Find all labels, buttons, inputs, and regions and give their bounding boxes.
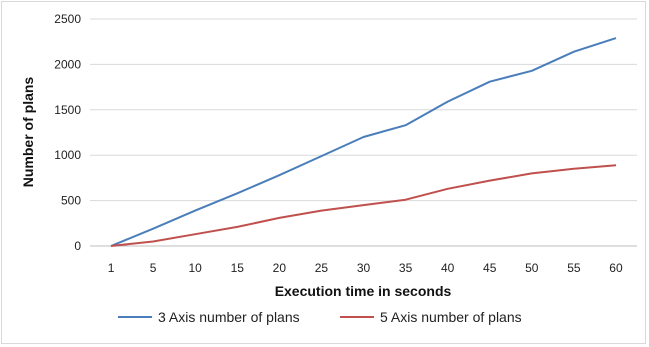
y-tick-labels: 0 500 1000 1500 2000 2500: [54, 12, 81, 253]
y-axis-title: Number of plans: [20, 77, 36, 188]
x-tick-label: 25: [315, 261, 329, 275]
y-tick-label: 2000: [54, 57, 81, 71]
y-tick-label: 0: [74, 239, 81, 253]
y-tick-label: 1500: [54, 103, 81, 117]
legend: 3 Axis number of plans 5 Axis number of p…: [118, 309, 522, 325]
gridlines: [90, 18, 637, 202]
series-line: [110, 37, 617, 247]
x-tick-label: 20: [273, 261, 287, 275]
x-tick-label: 40: [441, 261, 455, 275]
x-tick-label: 35: [399, 261, 413, 275]
legend-label: 5 Axis number of plans: [380, 309, 522, 325]
x-tick-label: 60: [609, 261, 623, 275]
y-tick-label: 500: [61, 194, 81, 208]
y-tick-label: 2500: [54, 12, 81, 26]
x-tick-label: 55: [567, 261, 581, 275]
series-line: [110, 164, 617, 247]
x-tick-label: 10: [189, 261, 203, 275]
x-tick-label: 30: [357, 261, 371, 275]
legend-label: 3 Axis number of plans: [158, 309, 300, 325]
x-tick-label: 1: [108, 261, 115, 275]
x-axis-title: Execution time in seconds: [275, 283, 452, 299]
y-tick-label: 1000: [54, 148, 81, 162]
x-tick-label: 50: [525, 261, 539, 275]
x-tick-label: 5: [150, 261, 157, 275]
x-tick-label: 15: [231, 261, 245, 275]
x-tick-label: 45: [483, 261, 497, 275]
series-lines: [110, 37, 617, 247]
x-tick-labels: 1 5 10 15 20 25 30 35 40 45 50 55 60: [108, 261, 623, 275]
